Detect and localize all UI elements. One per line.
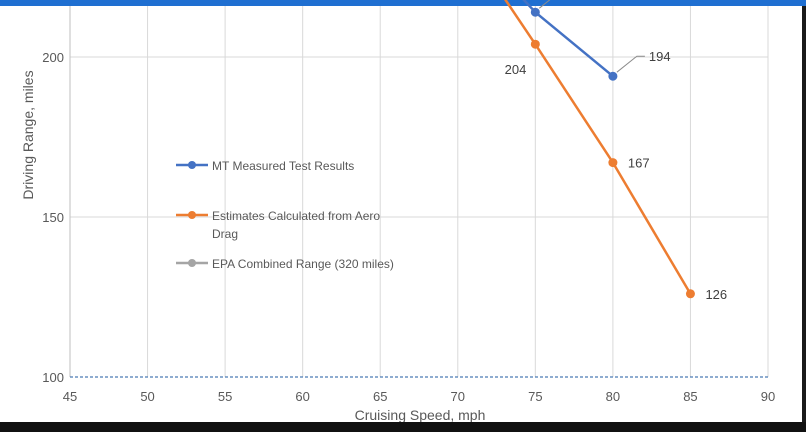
data-point xyxy=(530,39,540,49)
data-point xyxy=(608,158,618,168)
top-accent-bar xyxy=(0,0,806,6)
legend-swatch-marker xyxy=(188,161,196,169)
legend-label: Estimates Calculated from Aero xyxy=(212,209,380,223)
data-point xyxy=(530,7,540,17)
legend-label: MT Measured Test Results xyxy=(212,159,354,173)
chart-points xyxy=(530,7,695,299)
x-tick-label: 85 xyxy=(683,389,697,404)
data-point xyxy=(685,289,695,299)
legend-swatch-marker xyxy=(188,259,196,267)
chart-data-labels: 320324304293273268240214204194167126 xyxy=(505,0,727,302)
data-label: 194 xyxy=(649,49,671,64)
y-axis-label: Driving Range, miles xyxy=(20,70,36,199)
y-tick-label: 150 xyxy=(42,210,64,225)
chart-grid xyxy=(70,6,769,377)
leader-line xyxy=(616,55,645,73)
chart-legend: MT Measured Test Results Estimates Calcul… xyxy=(176,159,394,271)
x-tick-label: 90 xyxy=(761,389,775,404)
data-label: 167 xyxy=(628,156,650,171)
data-point xyxy=(608,71,618,81)
x-axis-label: Cruising Speed, mph xyxy=(355,407,486,422)
x-tick-label: 45 xyxy=(63,389,77,404)
x-tick-label: 80 xyxy=(606,389,620,404)
data-label: 204 xyxy=(505,62,527,77)
x-tick-label: 55 xyxy=(218,389,232,404)
right-edge-bar xyxy=(802,6,806,422)
x-tick-label: 50 xyxy=(140,389,154,404)
legend-swatch-marker xyxy=(188,211,196,219)
x-tick-label: 70 xyxy=(451,389,465,404)
leader-line xyxy=(539,0,551,9)
x-tick-label: 60 xyxy=(295,389,309,404)
driving-range-chart: 45505560657075808590100150200250300 3203… xyxy=(20,0,775,422)
legend-label: EPA Combined Range (320 miles) xyxy=(212,257,394,271)
series-line xyxy=(504,0,692,295)
bottom-bar xyxy=(0,422,806,432)
y-tick-label: 100 xyxy=(42,370,64,385)
x-tick-label: 65 xyxy=(373,389,387,404)
legend-label: Drag xyxy=(212,227,238,241)
series-line xyxy=(522,0,614,78)
chart-axes: 45505560657075808590100150200250300 xyxy=(42,6,775,404)
data-label: 126 xyxy=(705,287,727,302)
x-tick-label: 75 xyxy=(528,389,542,404)
y-tick-label: 200 xyxy=(42,50,64,65)
chart-series-lines xyxy=(504,0,692,295)
